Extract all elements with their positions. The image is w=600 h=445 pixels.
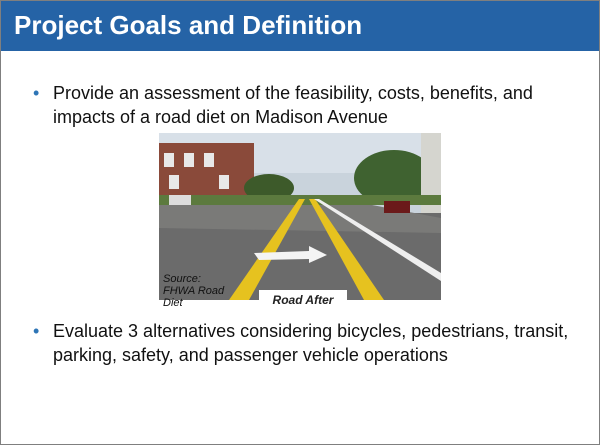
bullet-text: Evaluate 3 alternatives considering bicy… bbox=[53, 319, 593, 367]
slide: Project Goals and Definition • Provide a… bbox=[0, 0, 600, 445]
image-source: Source: FHWA Road Diet bbox=[163, 273, 233, 309]
bullet-dot: • bbox=[33, 319, 39, 343]
header-bar: Project Goals and Definition bbox=[1, 1, 599, 51]
bullet: • Evaluate 3 alternatives considering bi… bbox=[33, 319, 593, 367]
bullet: • Provide an assessment of the feasibili… bbox=[33, 81, 593, 129]
image-label: Road After bbox=[259, 290, 347, 307]
slide-title: Project Goals and Definition bbox=[14, 10, 362, 41]
bullet-text: Provide an assessment of the feasibility… bbox=[53, 81, 593, 129]
bullet-dot: • bbox=[33, 81, 39, 105]
